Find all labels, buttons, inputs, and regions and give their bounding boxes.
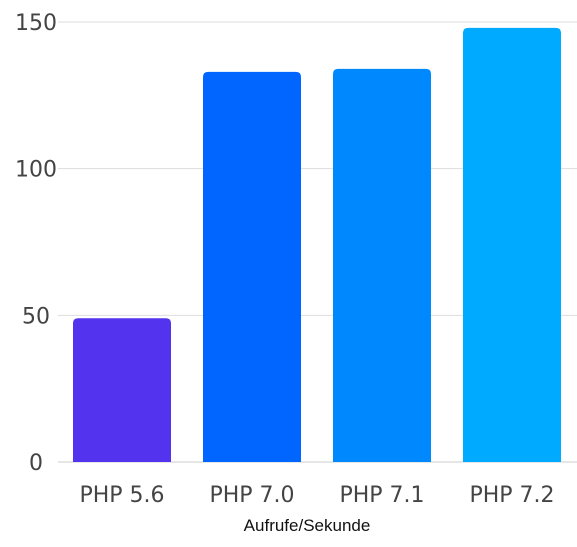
x-axis-title: Aufrufe/Sekunde [244, 516, 371, 535]
x-category-label: PHP 7.1 [339, 483, 424, 508]
x-category-label: PHP 7.2 [469, 483, 554, 508]
bars [73, 27, 561, 462]
y-tick-label: 50 [22, 304, 50, 329]
bar-php-7-2 [463, 27, 561, 462]
y-axis-ticks: 0 50 100 150 [15, 11, 57, 476]
x-category-label: PHP 5.6 [79, 483, 164, 508]
bar-php-7-0 [203, 71, 301, 462]
y-tick-label: 150 [15, 11, 57, 36]
x-axis-categories: PHP 5.6 PHP 7.0 PHP 7.1 PHP 7.2 [79, 483, 554, 508]
bar-php-7-1 [333, 68, 431, 462]
y-tick-label: 100 [15, 158, 57, 183]
y-tick-label: 0 [29, 451, 43, 476]
x-category-label: PHP 7.0 [209, 483, 294, 508]
bar-php-5-6 [73, 318, 171, 462]
